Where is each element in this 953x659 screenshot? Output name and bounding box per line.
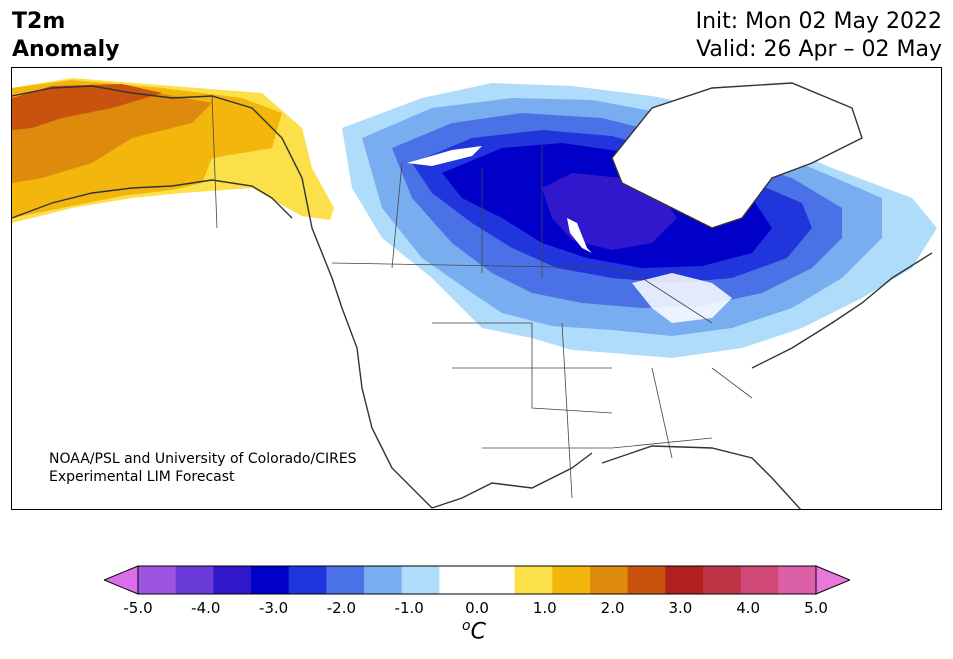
hudson-bay	[612, 83, 862, 228]
credit-line-1: NOAA/PSL and University of Colorado/CIRE…	[49, 451, 357, 467]
colorbar-tick-label: 4.0	[736, 599, 761, 617]
colorbar-cell	[627, 566, 666, 594]
colorbar-cell	[138, 566, 177, 594]
colorbar-cell	[251, 566, 290, 594]
unit-base: C	[470, 619, 486, 645]
credit-text: NOAA/PSL and University of Colorado/CIRE…	[49, 450, 357, 486]
credit-line-2: Experimental LIM Forecast	[49, 469, 235, 485]
colorbar-cell	[477, 566, 516, 594]
colorbar-tick-label: 0.0	[465, 599, 489, 617]
colorbar-cell	[439, 566, 478, 594]
colorbar-tick-label: 5.0	[804, 599, 828, 617]
init-date: Init: Mon 02 May 2022	[695, 9, 942, 34]
colorbar-cell	[364, 566, 403, 594]
colorbar-cell	[401, 566, 440, 594]
colorbar-cell	[175, 566, 214, 594]
colorbar-tick-label: -5.0	[123, 599, 153, 617]
colorbar-tick-label: 2.0	[600, 599, 625, 617]
map-title: T2m Anomaly	[12, 8, 119, 64]
colorbar-cell	[665, 566, 704, 594]
colorbar-cell	[778, 566, 817, 594]
colorbar-cell	[590, 566, 629, 594]
colorbar-cells	[104, 565, 850, 595]
colorbar-extend-high	[815, 565, 850, 595]
colorbar-outline	[137, 565, 817, 595]
political-borders	[211, 95, 753, 499]
gulf-of-mexico	[572, 448, 801, 509]
map-canvas	[12, 78, 937, 509]
valid-range: Valid: 26 Apr – 02 May	[696, 37, 942, 62]
colorbar-tick-label: -3.0	[258, 599, 289, 617]
colorbar-tick-label: -2.0	[326, 599, 357, 617]
colorbar-tick-label: 3.0	[668, 599, 693, 617]
colorbar-cell	[326, 566, 365, 594]
great-slave-lake	[407, 146, 482, 166]
colorbar-unit: oC	[462, 618, 486, 644]
great-lakes	[632, 273, 732, 323]
unit-degree: o	[462, 618, 471, 634]
colorbar-tick-label: -1.0	[394, 599, 424, 617]
colorbar-cell	[288, 566, 327, 594]
colorbar-cell	[213, 566, 252, 594]
colorbar-tick-label: 1.0	[532, 599, 557, 617]
colorbar-extend-low	[104, 565, 139, 595]
colorbar-cell	[552, 566, 591, 594]
forecast-dates: Init: Mon 02 May 2022 Valid: 26 Apr – 02…	[696, 8, 942, 64]
coastlines	[12, 82, 933, 509]
colorbar-cell	[514, 566, 553, 594]
colorbar-cell	[740, 566, 779, 594]
colorbar-cell	[703, 566, 742, 594]
colorbar-tick-label: -4.0	[191, 599, 221, 617]
anomaly-map	[11, 67, 942, 510]
warm-anomaly-dark	[12, 84, 162, 130]
lake-winnipeg	[567, 218, 592, 253]
colorbar	[104, 565, 850, 595]
title-line-1: T2m	[12, 9, 66, 34]
title-line-2: Anomaly	[12, 37, 120, 62]
